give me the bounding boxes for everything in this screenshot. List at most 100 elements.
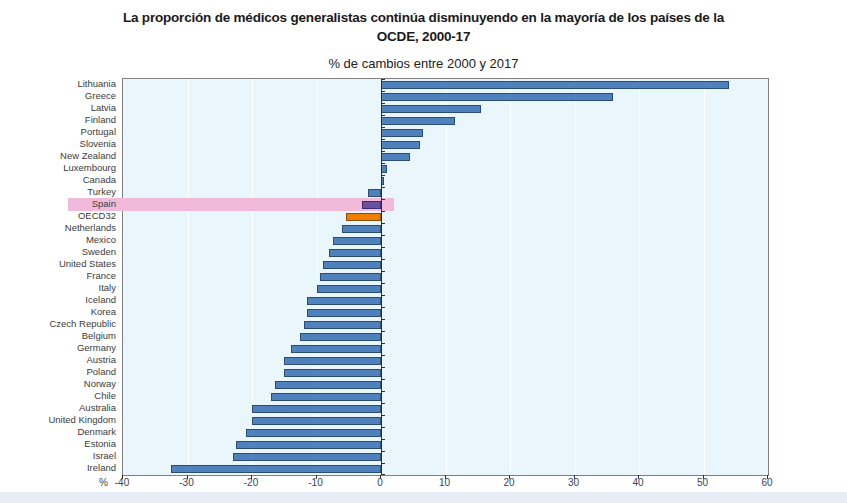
bar-united-states	[323, 261, 381, 269]
bar-latvia	[381, 105, 481, 113]
bar-czech-republic	[304, 321, 381, 329]
x-tick-label: 20	[489, 477, 529, 488]
category-label-australia: Australia	[0, 402, 116, 414]
category-label-belgium: Belgium	[0, 330, 116, 342]
x-tick-label: 10	[425, 477, 465, 488]
bar-israel	[233, 453, 381, 461]
zero-axis-row-tick	[381, 247, 385, 248]
bar-finland	[381, 117, 455, 125]
gridline	[575, 79, 576, 475]
zero-axis-row-tick	[381, 151, 385, 152]
x-tick-label: -30	[167, 477, 207, 488]
bar-spain	[362, 201, 381, 209]
category-label-lithuania: Lithuania	[0, 78, 116, 90]
plot-area	[122, 78, 769, 476]
zero-axis-row-tick	[381, 463, 385, 464]
x-tick-label: 30	[554, 477, 594, 488]
gridline	[446, 79, 447, 475]
gridline	[639, 79, 640, 475]
zero-axis-row-tick	[381, 271, 385, 272]
category-label-iceland: Iceland	[0, 294, 116, 306]
zero-axis-row-tick	[381, 355, 385, 356]
zero-axis-row-tick	[381, 223, 385, 224]
bar-france	[320, 273, 381, 281]
bar-iceland	[307, 297, 381, 305]
category-label-oecd32: OECD32	[0, 210, 116, 222]
bar-korea	[307, 309, 381, 317]
zero-axis-row-tick	[381, 391, 385, 392]
gridline	[510, 79, 511, 475]
category-label-united-kingdom: United Kingdom	[0, 414, 116, 426]
zero-axis-row-tick	[381, 235, 385, 236]
gridline	[252, 79, 253, 475]
bar-portugal	[381, 129, 423, 137]
chart-title-line2: OCDE, 2000-17	[377, 29, 470, 44]
category-label-canada: Canada	[0, 174, 116, 186]
chart-subtitle: % de cambios entre 2000 y 2017	[0, 56, 847, 71]
gridline	[704, 79, 705, 475]
chart-title-line1: La proporción de médicos generalistas co…	[123, 10, 724, 25]
bar-ireland	[171, 465, 381, 473]
x-tick-label: 0	[360, 477, 400, 488]
category-label-portugal: Portugal	[0, 126, 116, 138]
category-label-turkey: Turkey	[0, 186, 116, 198]
category-label-germany: Germany	[0, 342, 116, 354]
zero-axis-row-tick	[381, 343, 385, 344]
zero-axis-row-tick	[381, 163, 385, 164]
category-label-latvia: Latvia	[0, 102, 116, 114]
bar-denmark	[246, 429, 381, 437]
gridline	[317, 79, 318, 475]
bar-turkey	[368, 189, 381, 197]
highlight-band-spain	[68, 198, 394, 211]
category-label-austria: Austria	[0, 354, 116, 366]
category-label-norway: Norway	[0, 378, 116, 390]
zero-axis-row-tick	[381, 367, 385, 368]
zero-axis-row-tick	[381, 103, 385, 104]
category-label-united-states: United States	[0, 258, 116, 270]
zero-axis-row-tick	[381, 79, 385, 80]
bar-lithuania	[381, 81, 729, 89]
bar-italy	[317, 285, 382, 293]
x-tick-label: -10	[296, 477, 336, 488]
zero-axis-row-tick	[381, 259, 385, 260]
bar-united-kingdom	[252, 417, 381, 425]
zero-axis-row-tick	[381, 199, 385, 200]
zero-axis-row-tick	[381, 379, 385, 380]
category-label-korea: Korea	[0, 306, 116, 318]
bar-mexico	[333, 237, 381, 245]
bar-belgium	[300, 333, 381, 341]
zero-axis-row-tick	[381, 187, 385, 188]
bar-sweden	[329, 249, 381, 257]
category-label-czech-republic: Czech Republic	[0, 318, 116, 330]
chart-title: La proporción de médicos generalistas co…	[0, 8, 847, 46]
category-label-netherlands: Netherlands	[0, 222, 116, 234]
zero-axis-row-tick	[381, 115, 385, 116]
category-label-france: France	[0, 270, 116, 282]
zero-axis-row-tick	[381, 439, 385, 440]
bar-norway	[275, 381, 381, 389]
footer-strip	[0, 492, 847, 503]
zero-axis-row-tick	[381, 427, 385, 428]
category-label-new-zealand: New Zealand	[0, 150, 116, 162]
category-label-sweden: Sweden	[0, 246, 116, 258]
bar-chile	[271, 393, 381, 401]
zero-axis-row-tick	[381, 307, 385, 308]
category-label-poland: Poland	[0, 366, 116, 378]
category-label-finland: Finland	[0, 114, 116, 126]
zero-axis-row-tick	[381, 403, 385, 404]
category-label-greece: Greece	[0, 90, 116, 102]
bar-poland	[284, 369, 381, 377]
zero-axis-row-tick	[381, 451, 385, 452]
bar-germany	[291, 345, 381, 353]
category-label-slovenia: Slovenia	[0, 138, 116, 150]
category-label-italy: Italy	[0, 282, 116, 294]
x-tick-label: -40	[102, 477, 142, 488]
zero-axis-row-tick	[381, 211, 385, 212]
category-label-spain: Spain	[0, 198, 116, 210]
zero-axis-row-tick	[381, 91, 385, 92]
category-label-ireland: Ireland	[0, 462, 116, 474]
category-label-luxembourg: Luxembourg	[0, 162, 116, 174]
zero-axis-row-tick	[381, 415, 385, 416]
zero-axis-row-tick	[381, 474, 385, 475]
x-tick-label: 40	[618, 477, 658, 488]
